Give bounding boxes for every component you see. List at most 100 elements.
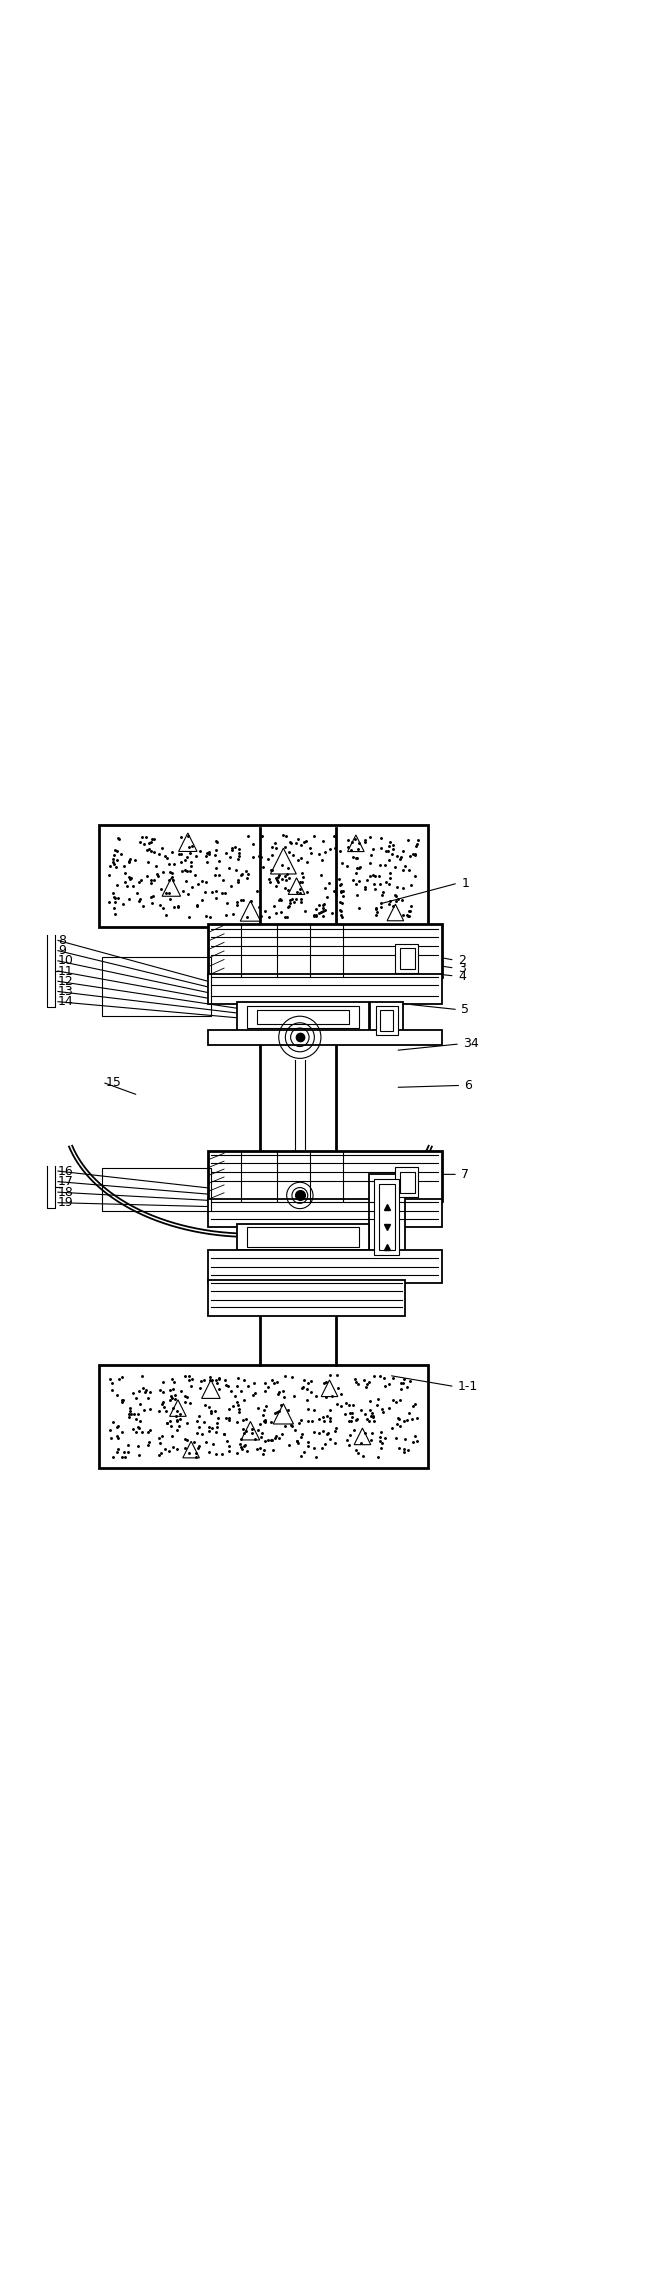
Point (335, 1375, 346, 1412)
Point (185, 1357, 195, 1394)
Point (405, 893, 416, 930)
Point (167, 833, 177, 870)
Bar (208, 1279, 405, 1316)
Point (136, 861, 146, 898)
Bar (370, 1003, 403, 1038)
Point (390, 882, 401, 918)
Point (387, 1359, 398, 1396)
Point (137, 820, 148, 856)
Point (336, 893, 347, 930)
Point (111, 1435, 122, 1472)
Point (301, 822, 311, 859)
Point (172, 889, 183, 925)
Point (167, 859, 177, 895)
Point (384, 829, 394, 866)
Point (263, 840, 273, 877)
Point (170, 1380, 181, 1417)
Point (359, 1362, 370, 1398)
Point (376, 829, 386, 866)
Point (262, 1421, 273, 1458)
Point (184, 1362, 194, 1398)
Point (260, 1403, 270, 1440)
Point (142, 831, 152, 868)
Bar (257, 1010, 349, 1024)
Point (186, 843, 196, 879)
Point (316, 893, 327, 930)
Point (318, 886, 329, 923)
Point (266, 1362, 277, 1398)
Point (236, 1373, 246, 1410)
Point (405, 838, 416, 875)
Point (133, 1437, 144, 1474)
Point (346, 831, 357, 868)
Bar (395, 1166, 418, 1196)
Point (358, 1437, 368, 1474)
Point (389, 850, 400, 886)
Point (192, 889, 202, 925)
Point (184, 829, 194, 866)
Point (291, 872, 302, 909)
Point (287, 836, 298, 872)
Point (234, 1389, 244, 1426)
Point (237, 1430, 247, 1467)
Point (324, 1401, 335, 1437)
Point (200, 863, 211, 900)
Point (344, 1428, 355, 1465)
Point (272, 1394, 283, 1430)
Point (308, 1414, 319, 1451)
Point (330, 1426, 340, 1463)
Point (337, 898, 347, 934)
Point (302, 872, 313, 909)
Point (264, 863, 275, 900)
Point (366, 1414, 377, 1451)
Point (398, 870, 409, 907)
Point (142, 1380, 153, 1417)
Point (353, 1435, 363, 1472)
Point (200, 1424, 211, 1460)
Point (166, 1362, 177, 1398)
Point (283, 833, 294, 870)
Point (172, 1391, 183, 1428)
Point (273, 1419, 284, 1456)
Point (138, 889, 148, 925)
Point (337, 872, 348, 909)
Point (238, 882, 248, 918)
Point (214, 843, 224, 879)
Point (403, 893, 414, 930)
Point (412, 1401, 422, 1437)
Point (302, 1428, 313, 1465)
Point (289, 884, 300, 921)
Point (140, 1373, 150, 1410)
Point (348, 861, 358, 898)
Point (327, 895, 337, 932)
Point (164, 861, 175, 898)
Text: 1: 1 (461, 877, 469, 889)
Point (239, 1362, 249, 1398)
Point (174, 1396, 185, 1433)
Point (135, 882, 146, 918)
Point (344, 1403, 355, 1440)
Point (254, 838, 264, 875)
Point (273, 863, 283, 900)
Point (390, 877, 401, 914)
Point (204, 1433, 214, 1469)
Point (114, 822, 125, 859)
Point (255, 1405, 266, 1442)
Text: 16: 16 (58, 1164, 74, 1178)
Point (158, 891, 168, 928)
Point (292, 1424, 302, 1460)
Bar (208, 1199, 442, 1226)
Point (161, 1405, 172, 1442)
Point (309, 817, 320, 854)
Point (321, 1364, 331, 1401)
Point (205, 898, 215, 934)
Point (357, 1391, 367, 1428)
Point (162, 840, 173, 877)
Point (180, 1421, 190, 1458)
Point (195, 1371, 206, 1407)
Point (385, 824, 395, 861)
Point (182, 852, 192, 889)
Point (164, 1433, 175, 1469)
Point (302, 843, 312, 879)
Point (146, 884, 157, 921)
